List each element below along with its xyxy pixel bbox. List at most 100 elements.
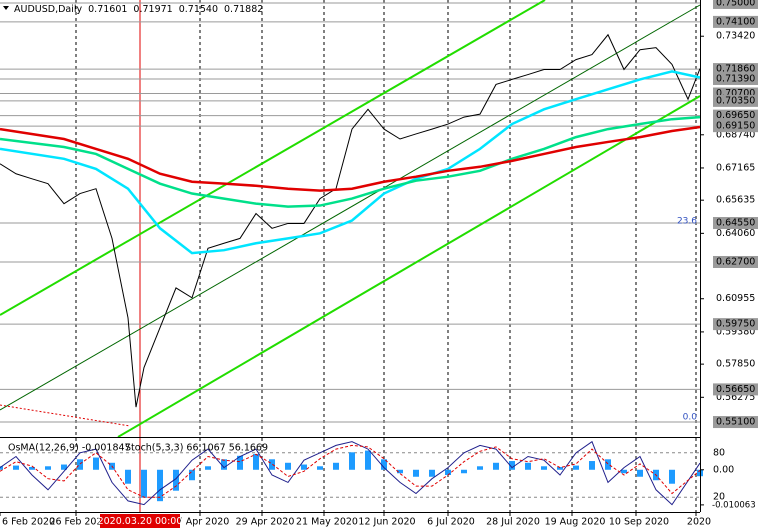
- level-label: 0.69150: [716, 121, 755, 132]
- osma-bar: [45, 466, 51, 470]
- osma-bar: [253, 454, 259, 470]
- osma-bar: [621, 469, 627, 474]
- level-box: [713, 255, 758, 268]
- osma-bar: [0, 466, 3, 470]
- osma-bar: [141, 469, 147, 498]
- osma-bar: [349, 452, 355, 470]
- osma-bar: [461, 469, 467, 474]
- y-tick-label: 0.57850: [716, 359, 755, 370]
- osma-bar: [573, 465, 579, 470]
- quote-value: 0.71601: [88, 4, 127, 15]
- osma-bar: [29, 466, 35, 470]
- level-box: [713, 63, 758, 76]
- x-tick-label: 6 Jul 2020: [427, 517, 475, 528]
- moving-average: [0, 115, 701, 208]
- plot: [0, 33, 703, 506]
- y-tick-label: 0.59380: [716, 326, 755, 337]
- osma-bar: [493, 462, 499, 470]
- y-tick-label: 0.65635: [716, 195, 755, 206]
- x-tick-label: 19 Aug 2020: [545, 517, 606, 528]
- price-line: [0, 33, 701, 408]
- osma-bar: [445, 469, 451, 475]
- x-tick-label: 28 Jul 2020: [486, 517, 540, 528]
- quote-value: 0.71971: [133, 4, 172, 15]
- channel-mid: [0, 4, 701, 411]
- y-tick-label: 0.00: [713, 464, 734, 475]
- stoch-line: [0, 440, 701, 506]
- x-tick-label: 21 May 2020: [296, 517, 358, 528]
- level-label: 0.56650: [716, 384, 755, 395]
- osma-bar: [477, 466, 483, 470]
- stoch-label: Stoch(5,3,3) 66.1067 56.1669: [125, 443, 268, 454]
- level-box: [713, 109, 758, 122]
- osma-bar: [13, 465, 19, 470]
- osma-bar: [77, 459, 83, 470]
- title-arrow: [3, 6, 9, 10]
- levels: [0, 2, 700, 423]
- level-label: 0.62700: [716, 256, 755, 267]
- stoch-line: [0, 444, 701, 498]
- fib-label: 0.0: [683, 412, 698, 422]
- osma-bar: [269, 459, 275, 470]
- osma-bar: [413, 469, 419, 477]
- osma-bar: [93, 457, 99, 470]
- channel-upper: [0, 0, 546, 316]
- quote-value: 0.71540: [179, 4, 218, 15]
- osma-bar: [189, 469, 195, 481]
- level-box: [713, 383, 758, 396]
- level-label: 0.64550: [716, 218, 755, 229]
- osma-bar: [285, 462, 291, 470]
- osma-bar: [605, 459, 611, 470]
- osma-bar: [333, 462, 339, 470]
- osma-bar: [637, 469, 643, 477]
- osma-bar: [557, 466, 563, 470]
- osma-bar: [237, 455, 243, 470]
- level-box: [713, 15, 758, 28]
- y2-tick-label: 20: [713, 492, 725, 503]
- y-tick-label: 0.73420: [716, 31, 755, 42]
- level-box: [713, 72, 758, 85]
- x-tick-label: 7 Apr 2020: [177, 517, 230, 528]
- level-label: 0.75000: [716, 0, 755, 8]
- y-tick-label: 0.67165: [716, 162, 755, 173]
- quote-value: 0.71882: [224, 4, 263, 15]
- symbol: AUDUSD,Daily: [14, 4, 83, 15]
- x-tick-label: 2020: [687, 517, 711, 528]
- level-label: 0.71860: [716, 64, 755, 75]
- level-label: 0.71390: [716, 73, 755, 84]
- x-tick-label: 26 Feb 2020: [49, 517, 108, 528]
- y-tick-label: -0.010063: [712, 500, 756, 510]
- osma-bar: [365, 450, 371, 470]
- level-label: 0.69650: [716, 110, 755, 121]
- y2-tick-label: 80: [713, 447, 725, 458]
- channel-lower: [117, 95, 701, 438]
- y-tick-label: 0.60955: [716, 293, 755, 304]
- osma-bar: [589, 461, 595, 470]
- x-tick-label: 12 Jun 2020: [358, 517, 415, 528]
- y-tick-label: 0.68740: [716, 129, 755, 140]
- chart-title: AUDUSD,Daily 0.71601 0.71971 0.71540 0.71882: [14, 4, 263, 15]
- fib-base: [0, 404, 131, 427]
- osma-bar: [205, 466, 211, 470]
- osma-bar: [157, 469, 163, 502]
- y-tick-label: 0.64060: [716, 228, 755, 239]
- osma-bar: [173, 469, 179, 491]
- osma-bar: [509, 461, 515, 470]
- osma-bar: [669, 469, 675, 484]
- osma-bar: [221, 459, 227, 470]
- moving-average: [0, 125, 701, 192]
- x-tick-label: 6 Feb 2020: [2, 517, 55, 528]
- osma-bar: [397, 469, 403, 474]
- level-box: [713, 318, 758, 331]
- cursor-box: [100, 514, 180, 528]
- channel: [0, 0, 701, 438]
- osma-bar: [541, 466, 547, 470]
- level-box: [713, 217, 758, 230]
- level-box: [713, 416, 758, 429]
- x-tick-label: 29 Apr 2020: [236, 517, 295, 528]
- osma-bar: [125, 469, 131, 484]
- moving-average: [0, 70, 701, 255]
